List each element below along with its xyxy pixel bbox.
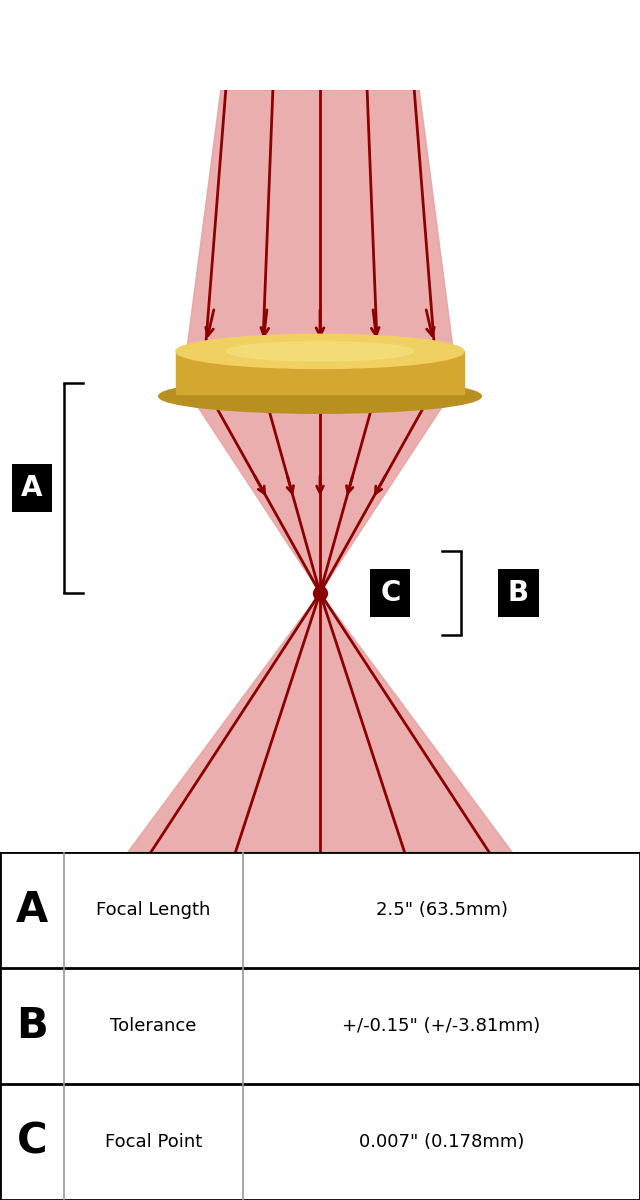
Text: Tolerance: Tolerance xyxy=(111,1018,196,1034)
Text: Focal Length: Focal Length xyxy=(97,901,211,919)
Text: B: B xyxy=(508,578,529,607)
Ellipse shape xyxy=(159,379,481,413)
Polygon shape xyxy=(176,352,464,394)
Text: B: B xyxy=(16,1006,48,1046)
Ellipse shape xyxy=(176,335,464,368)
Polygon shape xyxy=(182,90,458,383)
Text: 0.007" (0.178mm): 0.007" (0.178mm) xyxy=(359,1133,524,1151)
Polygon shape xyxy=(128,593,512,852)
Text: A: A xyxy=(16,889,48,931)
Text: C: C xyxy=(380,578,401,607)
Polygon shape xyxy=(182,383,458,593)
Text: 2.5" LENS: 2.5" LENS xyxy=(113,8,527,82)
Text: +/-0.15" (+/-3.81mm): +/-0.15" (+/-3.81mm) xyxy=(342,1018,541,1034)
Text: A: A xyxy=(21,474,43,502)
Text: Focal Point: Focal Point xyxy=(105,1133,202,1151)
Ellipse shape xyxy=(227,342,413,361)
Text: C: C xyxy=(17,1121,47,1163)
Text: 2.5" (63.5mm): 2.5" (63.5mm) xyxy=(376,901,508,919)
